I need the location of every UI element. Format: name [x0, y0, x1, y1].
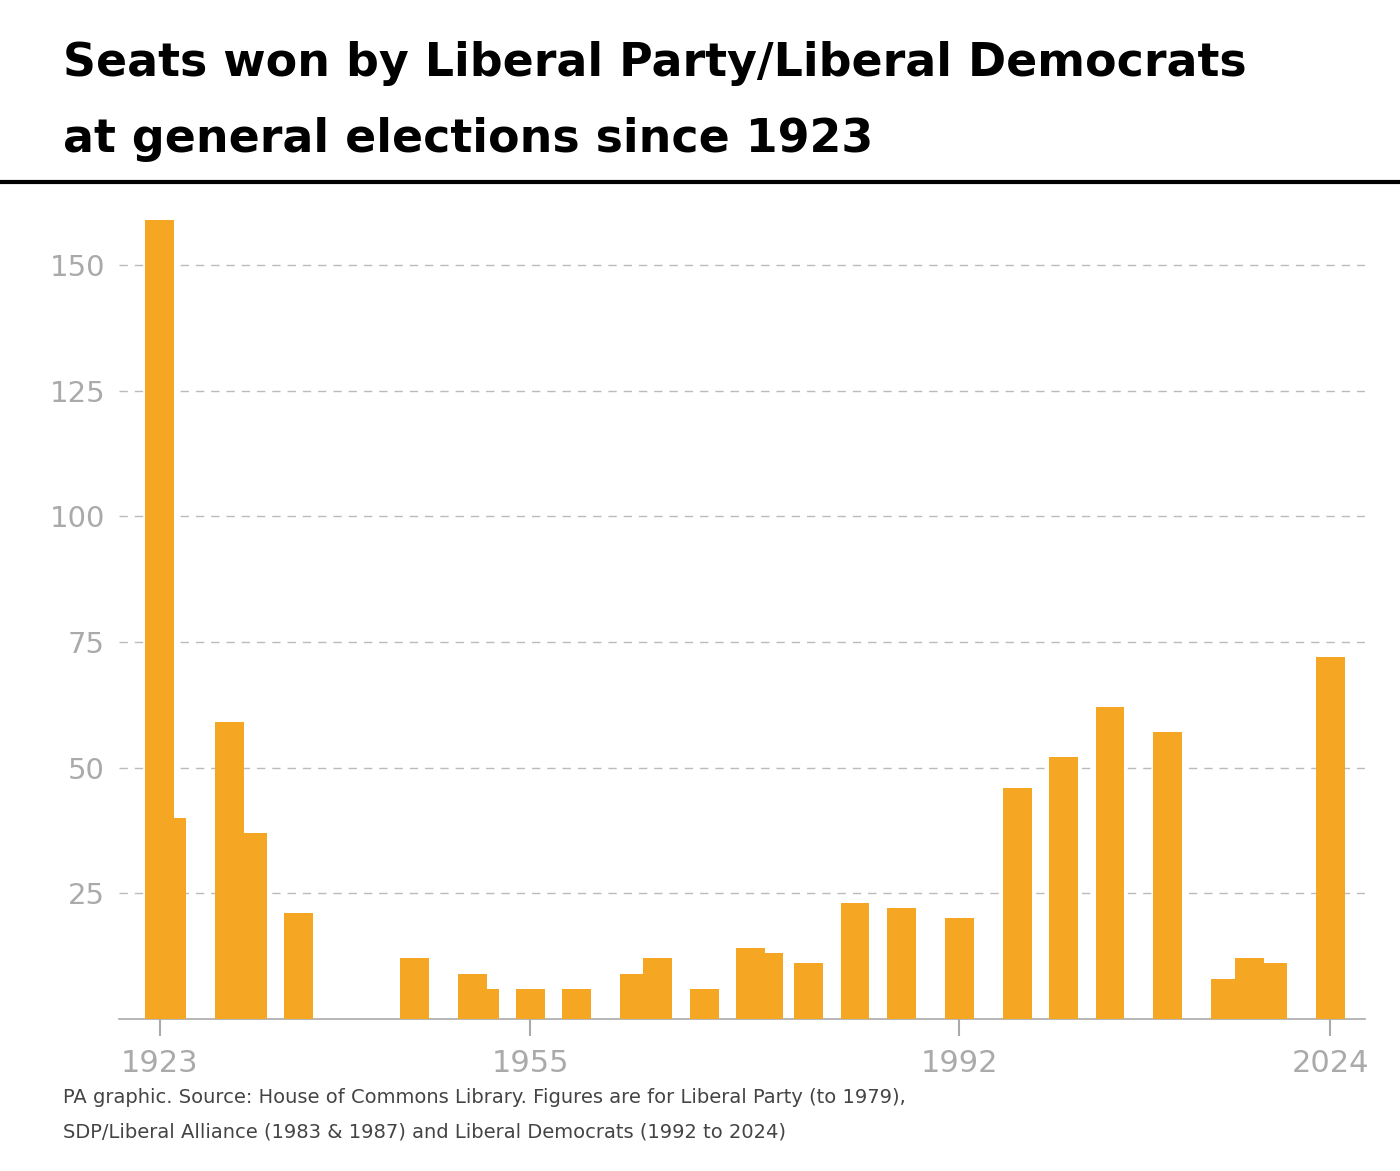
Text: PA graphic. Source: House of Commons Library. Figures are for Liberal Party (to : PA graphic. Source: House of Commons Lib… — [63, 1088, 906, 1107]
Bar — [1002, 788, 1032, 1019]
Bar — [1154, 732, 1183, 1019]
Bar — [620, 973, 650, 1019]
Bar — [1049, 758, 1078, 1019]
Bar — [840, 903, 869, 1019]
Text: SDP/Liberal Alliance (1983 & 1987) and Liberal Democrats (1992 to 2024): SDP/Liberal Alliance (1983 & 1987) and L… — [63, 1123, 785, 1142]
Bar — [945, 918, 974, 1019]
Bar — [400, 959, 428, 1019]
Bar — [753, 953, 783, 1019]
Bar — [1235, 959, 1264, 1019]
Bar — [794, 964, 823, 1019]
Bar — [886, 909, 916, 1019]
Bar — [517, 988, 545, 1019]
Bar — [736, 949, 766, 1019]
Bar — [1316, 657, 1345, 1019]
Text: at general elections since 1923: at general elections since 1923 — [63, 117, 874, 162]
Bar — [284, 913, 314, 1019]
Bar — [238, 833, 267, 1019]
Bar — [1211, 979, 1240, 1019]
Bar — [146, 220, 174, 1019]
Bar — [1257, 964, 1287, 1019]
Bar — [644, 959, 672, 1019]
Bar — [157, 817, 186, 1019]
Bar — [469, 988, 498, 1019]
Bar — [563, 988, 591, 1019]
Text: Seats won by Liberal Party/Liberal Democrats: Seats won by Liberal Party/Liberal Democ… — [63, 41, 1246, 85]
Bar — [458, 973, 487, 1019]
Bar — [690, 988, 718, 1019]
Bar — [214, 723, 244, 1019]
Bar — [1096, 707, 1124, 1019]
